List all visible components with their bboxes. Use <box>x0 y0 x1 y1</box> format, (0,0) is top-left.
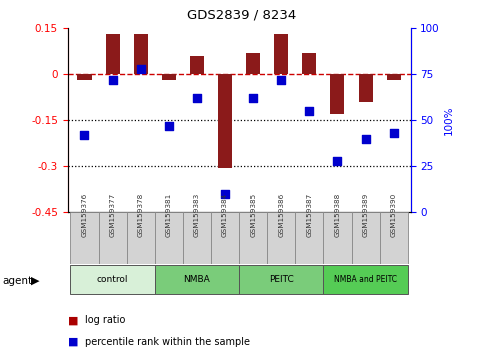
FancyBboxPatch shape <box>380 212 408 264</box>
FancyBboxPatch shape <box>267 212 295 264</box>
Point <box>277 77 285 83</box>
Text: GSM159383: GSM159383 <box>194 193 200 237</box>
Point <box>221 191 229 197</box>
Text: GSM159378: GSM159378 <box>138 193 144 237</box>
Point <box>137 66 144 72</box>
Point <box>165 123 173 129</box>
Text: GSM159376: GSM159376 <box>82 193 87 237</box>
FancyBboxPatch shape <box>71 265 155 294</box>
Bar <box>246 53 260 74</box>
FancyBboxPatch shape <box>324 212 352 264</box>
Bar <box>218 74 232 168</box>
Bar <box>134 34 148 74</box>
FancyBboxPatch shape <box>155 265 239 294</box>
FancyBboxPatch shape <box>183 212 211 264</box>
Text: GSM159385: GSM159385 <box>250 193 256 237</box>
Point <box>193 96 201 101</box>
Point <box>362 136 369 142</box>
Text: NMBA: NMBA <box>184 275 210 284</box>
Point <box>249 96 257 101</box>
FancyBboxPatch shape <box>352 212 380 264</box>
Point <box>109 77 116 83</box>
Text: agent: agent <box>2 276 32 286</box>
Text: GSM159387: GSM159387 <box>306 193 313 237</box>
FancyBboxPatch shape <box>211 212 239 264</box>
Text: percentile rank within the sample: percentile rank within the sample <box>85 337 250 347</box>
Text: GSM159377: GSM159377 <box>110 193 115 237</box>
Text: GDS2839 / 8234: GDS2839 / 8234 <box>187 9 296 22</box>
Text: NMBA and PEITC: NMBA and PEITC <box>334 275 397 284</box>
Bar <box>106 34 120 74</box>
Point <box>334 158 341 164</box>
Bar <box>162 74 176 80</box>
Bar <box>274 34 288 74</box>
Text: GSM159389: GSM159389 <box>363 193 369 237</box>
Text: PEITC: PEITC <box>269 275 294 284</box>
Text: GSM159390: GSM159390 <box>391 193 397 237</box>
Text: GSM159384: GSM159384 <box>222 193 228 237</box>
Point <box>390 130 398 136</box>
FancyBboxPatch shape <box>99 212 127 264</box>
Bar <box>190 56 204 74</box>
Text: ■: ■ <box>68 315 78 325</box>
Text: GSM159381: GSM159381 <box>166 193 172 237</box>
FancyBboxPatch shape <box>71 212 99 264</box>
Bar <box>387 74 401 80</box>
Bar <box>330 74 344 114</box>
Text: ■: ■ <box>68 337 78 347</box>
Bar <box>358 74 372 102</box>
FancyBboxPatch shape <box>239 212 267 264</box>
Bar <box>77 74 91 80</box>
Text: log ratio: log ratio <box>85 315 125 325</box>
Text: GSM159388: GSM159388 <box>334 193 341 237</box>
FancyBboxPatch shape <box>295 212 324 264</box>
Point <box>81 132 88 138</box>
Point <box>305 108 313 114</box>
FancyBboxPatch shape <box>239 265 324 294</box>
Bar <box>302 53 316 74</box>
Text: ▶: ▶ <box>30 276 39 286</box>
FancyBboxPatch shape <box>324 265 408 294</box>
Text: GSM159386: GSM159386 <box>278 193 284 237</box>
Text: control: control <box>97 275 128 284</box>
FancyBboxPatch shape <box>155 212 183 264</box>
FancyBboxPatch shape <box>127 212 155 264</box>
Y-axis label: 100%: 100% <box>444 105 454 135</box>
